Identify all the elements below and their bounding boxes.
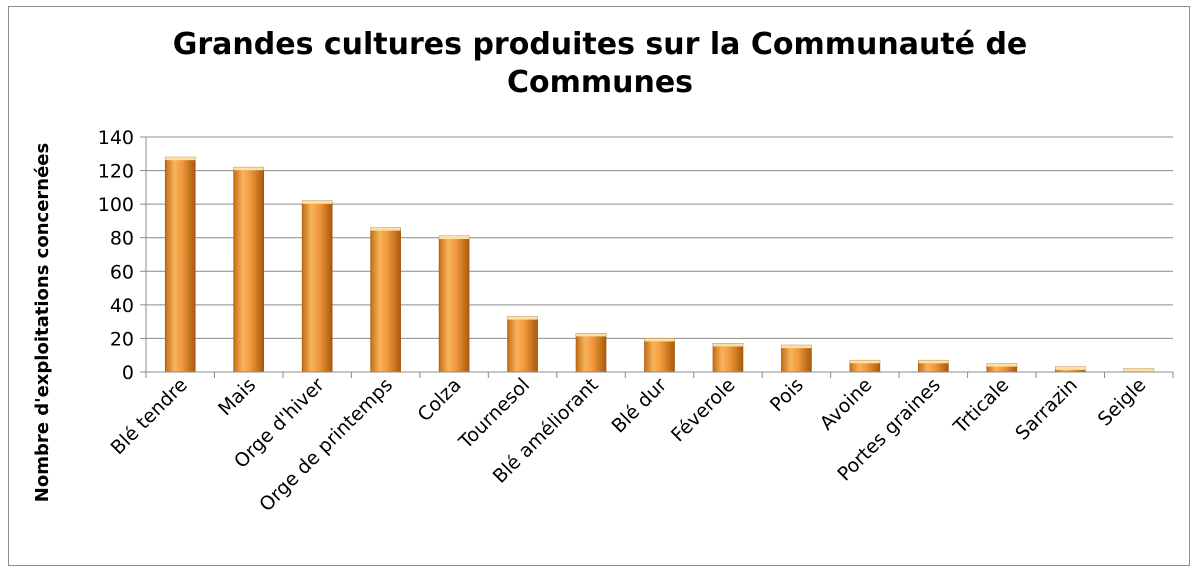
x-category-label: Sarrazin <box>1011 374 1082 445</box>
bar-body <box>233 166 264 373</box>
bar-body <box>301 200 333 373</box>
bar-body <box>644 338 675 373</box>
x-category-label: Colza <box>413 374 465 426</box>
bar-body <box>575 333 607 373</box>
bar-top-highlight <box>781 345 812 349</box>
bars <box>164 156 1155 373</box>
bar-top-highlight <box>302 200 333 204</box>
axes <box>140 136 1174 378</box>
bar-top-highlight <box>1123 368 1154 372</box>
x-category-label: Pois <box>766 374 808 416</box>
bar-top-highlight <box>165 157 196 161</box>
bar-body <box>370 227 401 373</box>
bar-2 <box>233 166 264 373</box>
y-axis-title: Nombre d'exploitations concernées <box>32 143 53 502</box>
bar-top-highlight <box>1055 366 1086 370</box>
y-tick-label: 0 <box>122 362 134 384</box>
bar-8 <box>644 338 675 373</box>
x-category-label: Blé dur <box>607 374 671 438</box>
bar-5 <box>438 235 470 373</box>
x-category-label: Trticale <box>949 374 1014 439</box>
bar-body <box>438 235 470 373</box>
bar-3 <box>301 200 333 373</box>
bar-top-highlight <box>439 236 470 240</box>
bar-top-highlight <box>918 360 949 364</box>
bar-top-highlight <box>849 360 880 364</box>
chart-title: Grandes cultures produites sur la Commun… <box>0 26 1200 102</box>
bar-13 <box>986 363 1018 373</box>
bar-body <box>164 156 196 373</box>
bar-11 <box>849 359 881 373</box>
x-category-label: Blé tendre <box>107 374 192 459</box>
x-category-label: Orge de printemps <box>255 374 397 516</box>
chart-title-line-2: Communes <box>506 65 694 100</box>
bar-body <box>781 344 812 373</box>
y-tick-label: 80 <box>110 228 134 250</box>
bar-14 <box>1055 366 1086 373</box>
x-category-label: Avoine <box>816 374 877 435</box>
bar-4 <box>370 227 401 373</box>
bar-top-highlight <box>644 338 675 342</box>
gridlines <box>146 136 1173 339</box>
bar-top-highlight <box>712 343 743 347</box>
y-tick-labels: 0 20 40 60 80 100 120 140 <box>98 127 134 384</box>
bar-15 <box>1123 368 1155 373</box>
bar-6 <box>507 316 538 373</box>
bar-12 <box>918 359 949 373</box>
x-category-label: Féverole <box>667 374 739 446</box>
bar-9 <box>712 343 744 373</box>
y-tick-label: 20 <box>110 328 134 350</box>
y-tick-label: 40 <box>110 295 134 317</box>
y-tick-label: 140 <box>98 127 134 149</box>
x-category-label: Mais <box>214 374 260 420</box>
y-tick-label: 120 <box>98 161 134 183</box>
bar-top-highlight <box>370 227 401 231</box>
bar-top-highlight <box>233 167 264 171</box>
y-tick-label: 60 <box>110 261 134 283</box>
bar-7 <box>575 333 607 373</box>
bar-top-highlight <box>576 333 607 337</box>
chart-title-line-1: Grandes cultures produites sur la Commun… <box>172 27 1028 62</box>
bar-body <box>507 316 538 373</box>
bar-1 <box>164 156 196 373</box>
bar-10 <box>781 344 812 373</box>
x-category-label: Seigle <box>1094 374 1151 431</box>
bar-body <box>712 343 744 373</box>
bar-top-highlight <box>986 363 1017 367</box>
y-tick-label: 100 <box>98 194 134 216</box>
chart-frame <box>8 6 1190 566</box>
bar-top-highlight <box>507 316 538 320</box>
